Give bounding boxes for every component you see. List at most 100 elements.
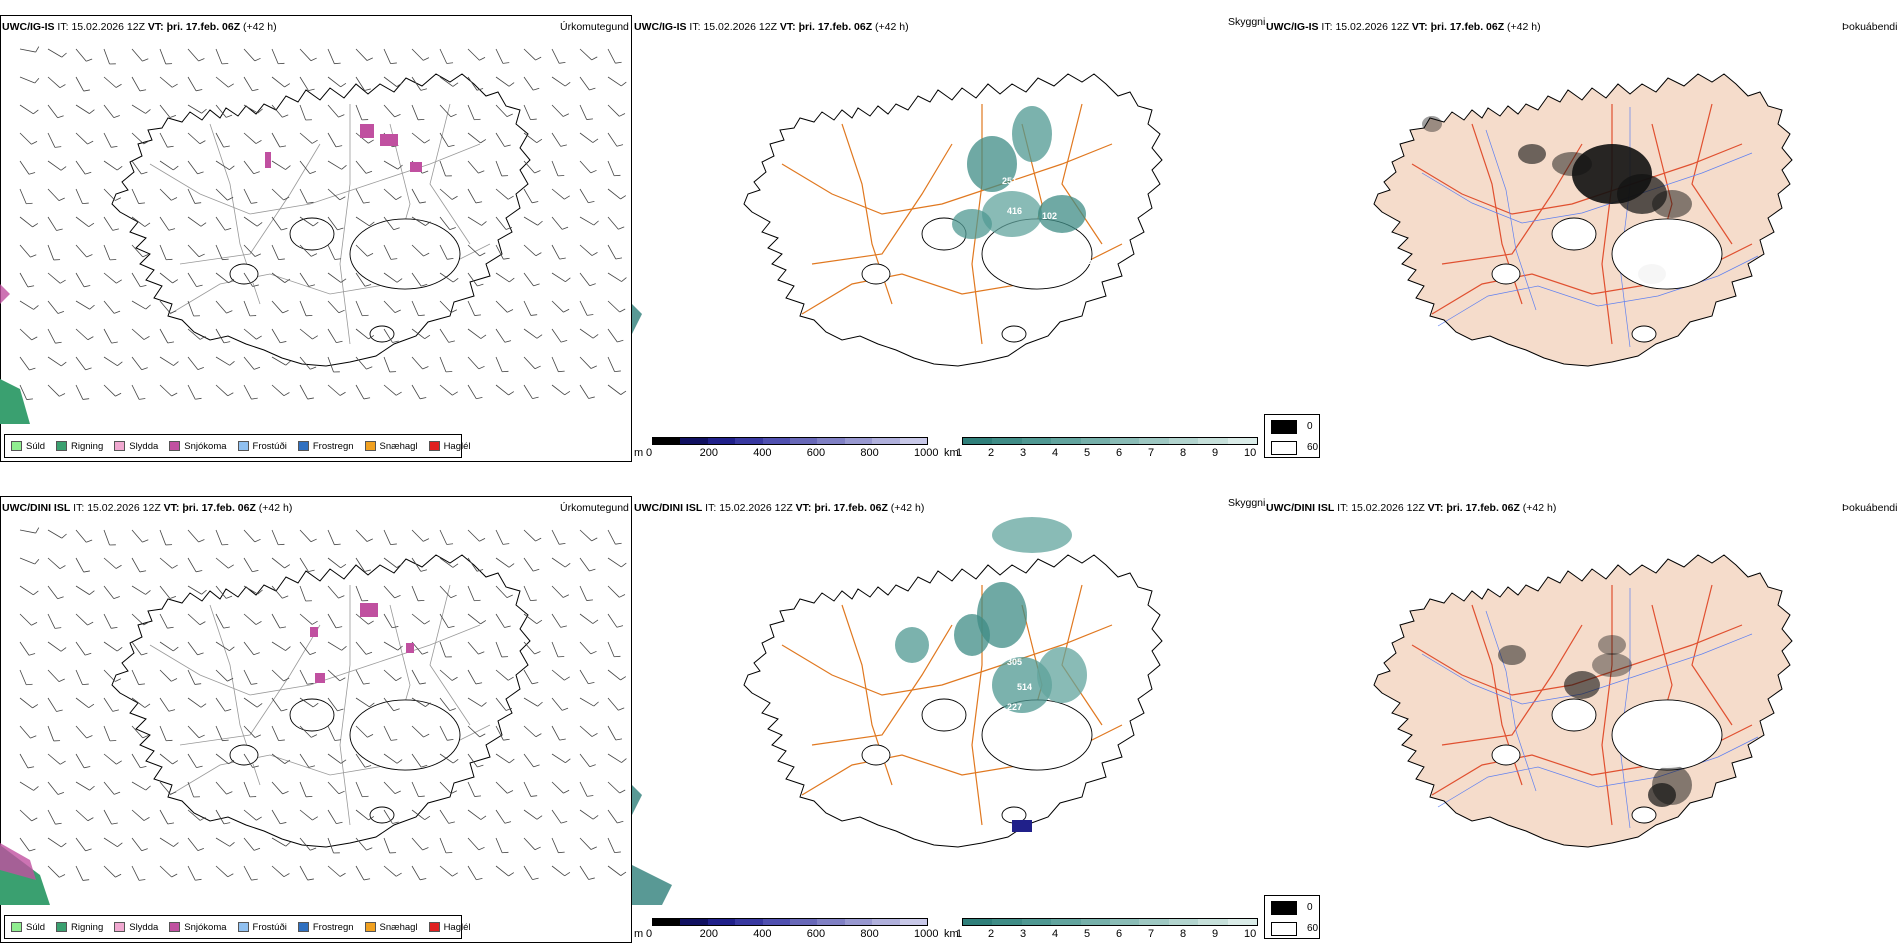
max-value-label: 360 bbox=[1067, 787, 1082, 797]
scale-swatch bbox=[707, 919, 736, 925]
cloud-label: 60 bbox=[1307, 442, 1319, 453]
legend-item: Frostregn bbox=[297, 440, 354, 452]
panel-header: UWC/IG-IS IT: 15.02.2026 12Z VT: þri. 17… bbox=[1266, 21, 1541, 33]
scale-unit: km bbox=[944, 928, 959, 940]
scale-swatch bbox=[680, 438, 708, 444]
scale-tick-label: 9 bbox=[1212, 447, 1219, 459]
it-value: 15.02.2026 12Z bbox=[719, 502, 793, 514]
precip-type-map bbox=[0, 527, 627, 905]
legend-item: Súld bbox=[11, 441, 45, 452]
it-value: 15.02.2026 12Z bbox=[87, 502, 161, 514]
scale-swatch bbox=[817, 919, 845, 925]
scale-swatch bbox=[680, 919, 708, 925]
legend-item: Súld bbox=[11, 922, 45, 933]
panel-header: UWC/DINI ISL IT: 15.02.2026 12Z VT: þri.… bbox=[1266, 502, 1556, 514]
scale-tick-label: 9 bbox=[1212, 928, 1219, 940]
param-fog: Þokuábendi bbox=[1842, 502, 1898, 514]
legend-label: Snjókoma bbox=[184, 440, 227, 452]
legend-swatch bbox=[11, 922, 22, 932]
scale-tick-label: 5 bbox=[1084, 928, 1091, 940]
scale-tick-label: 2 bbox=[988, 928, 995, 940]
scale-tick-label: 4 bbox=[1052, 928, 1059, 940]
param-visibility: Skyggni bbox=[1228, 497, 1266, 509]
scale-tick-label: 8 bbox=[1180, 928, 1187, 940]
scale-swatch bbox=[817, 438, 845, 444]
panel-header: UWC/DINI ISL IT: 15.02.2026 12Z VT: þri.… bbox=[2, 502, 292, 514]
max-value-label: 514 bbox=[1017, 682, 1032, 692]
vt-value: þri. 17.feb. 06Z bbox=[182, 502, 256, 514]
legend-item: Rigning bbox=[56, 922, 103, 933]
param-visibility: Skyggni bbox=[1228, 16, 1266, 28]
legend-label: Súld bbox=[26, 921, 46, 933]
model-name: UWC/DINI ISL bbox=[1266, 502, 1335, 514]
scale-swatch bbox=[1227, 438, 1258, 444]
panel-header: UWC/IG-IS IT: 15.02.2026 12Z VT: þri. 17… bbox=[2, 21, 277, 33]
legend-swatch bbox=[56, 922, 68, 932]
cloud-label: 0 bbox=[1307, 902, 1313, 913]
legend-item: Slydda bbox=[114, 441, 158, 452]
scale-bar bbox=[962, 918, 1258, 926]
panel-header: UWC/IG-IS IT: 15.02.2026 12Z VT: þri. 17… bbox=[634, 21, 909, 33]
legend-label: Frostúði bbox=[252, 921, 287, 933]
scale-tick-label: 200 bbox=[699, 928, 718, 940]
scale-tick-label: 400 bbox=[753, 928, 772, 940]
scale-tick-label: 0 bbox=[646, 928, 653, 940]
cloud-swatch bbox=[1271, 420, 1297, 434]
legend-label: Rigning bbox=[71, 921, 104, 933]
visibility-map: 305 514 227 360 40 23 bbox=[632, 517, 1163, 905]
legend-label: Súld bbox=[26, 440, 46, 452]
legend-swatch bbox=[11, 441, 22, 451]
vt-value: þri. 17.feb. 06Z bbox=[1430, 21, 1505, 33]
scale-tick-label: 200 bbox=[699, 447, 718, 459]
legend-label: Frostúði bbox=[252, 440, 287, 452]
legend-label: Rigning bbox=[71, 440, 104, 452]
scale-swatch bbox=[1021, 438, 1052, 444]
param-precip-type: Úrkomutegund bbox=[560, 502, 629, 514]
legend-item: Snæhagl bbox=[364, 922, 418, 933]
scale-swatch bbox=[1227, 919, 1258, 925]
scale-swatch bbox=[653, 919, 681, 925]
scale-unit: km bbox=[944, 447, 959, 459]
scale-tick-label: 7 bbox=[1148, 447, 1155, 459]
precip-map-frame bbox=[0, 496, 632, 943]
visibility-scale: km 1 2 3 4 5 6 7 8 9 10 bbox=[944, 918, 1264, 942]
param-precip-type: Úrkomutegund bbox=[560, 21, 629, 33]
scale-bar bbox=[962, 437, 1258, 445]
precip-map-frame bbox=[0, 15, 632, 462]
scale-tick-label: 7 bbox=[1148, 928, 1155, 940]
vt-value: þri. 17.feb. 06Z bbox=[814, 502, 888, 514]
legend-item: Snæhagl bbox=[364, 441, 418, 452]
lead-time: (+42 h) bbox=[243, 21, 277, 33]
scale-tick-label: 0 bbox=[646, 447, 653, 459]
scale-tick-label: 600 bbox=[806, 447, 826, 459]
scale-swatch bbox=[1139, 438, 1169, 444]
scale-tick-label: 3 bbox=[1020, 928, 1027, 940]
vt-value: þri. 17.feb. 06Z bbox=[798, 21, 873, 33]
scale-swatch bbox=[735, 919, 763, 925]
it-value: 15.02.2026 12Z bbox=[1335, 21, 1409, 33]
legend-label: Haglél bbox=[443, 921, 471, 933]
legend-swatch bbox=[237, 922, 249, 932]
scale-tick-label: 10 bbox=[1244, 447, 1257, 459]
scale-bar bbox=[652, 437, 928, 445]
scale-swatch bbox=[872, 438, 900, 444]
scale-swatch bbox=[1198, 919, 1228, 925]
max-value-label: 40 bbox=[1012, 812, 1022, 822]
scale-unit: m bbox=[634, 928, 644, 940]
legend-item: Frostúði bbox=[237, 440, 287, 452]
max-value-label: 70 bbox=[1042, 176, 1052, 186]
it-value: 15.02.2026 12Z bbox=[703, 21, 777, 33]
scale-swatch bbox=[1021, 919, 1052, 925]
scale-tick-label: 10 bbox=[1244, 928, 1257, 940]
panel-header: UWC/DINI ISL IT: 15.02.2026 12Z VT: þri.… bbox=[634, 502, 924, 514]
model-name: UWC/IG-IS bbox=[2, 21, 55, 33]
scale-bar bbox=[652, 918, 928, 926]
scale-swatch bbox=[1110, 438, 1140, 444]
cloud-legend: 0 60 bbox=[1264, 414, 1320, 458]
legend-label: Frostregn bbox=[312, 921, 354, 933]
scale-swatch bbox=[992, 438, 1022, 444]
lead-time: (+42 h) bbox=[875, 21, 909, 33]
legend-item: Haglél bbox=[428, 441, 471, 452]
legend-label: Frostregn bbox=[312, 440, 354, 452]
vt-label: VT: bbox=[1427, 502, 1444, 514]
